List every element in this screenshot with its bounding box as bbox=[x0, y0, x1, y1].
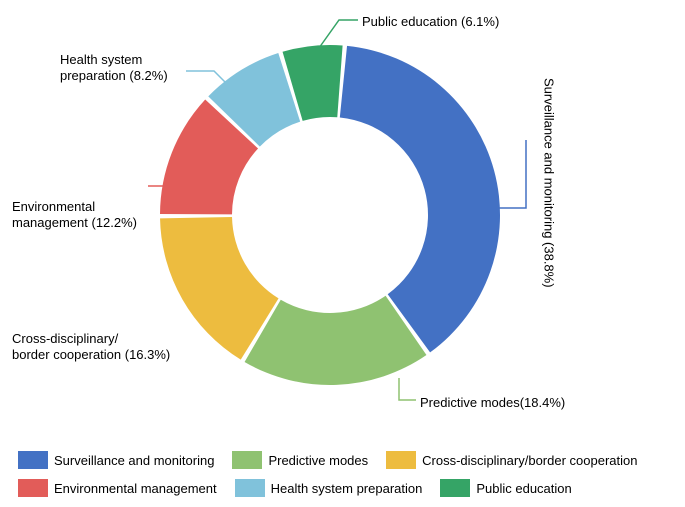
legend-swatch bbox=[440, 479, 470, 497]
legend-item: Environmental management bbox=[18, 479, 217, 497]
leader-publiceducation bbox=[319, 20, 358, 48]
label-predictive: Predictive modes(18.4%) bbox=[420, 395, 680, 411]
legend-swatch bbox=[232, 451, 262, 469]
legend-swatch bbox=[18, 451, 48, 469]
legend-label: Predictive modes bbox=[268, 453, 368, 468]
label-environmental: Environmental management (12.2%) bbox=[12, 199, 182, 232]
legend-swatch bbox=[235, 479, 265, 497]
legend-label: Health system preparation bbox=[271, 481, 423, 496]
legend-label: Cross-disciplinary/border cooperation bbox=[422, 453, 637, 468]
legend-item: Surveillance and monitoring bbox=[18, 451, 214, 469]
leader-predictive bbox=[399, 378, 416, 400]
legend-item: Public education bbox=[440, 479, 571, 497]
label-crossdisciplinary: Cross-disciplinary/ border cooperation (… bbox=[12, 331, 212, 364]
label-healthsystem: Health system preparation (8.2%) bbox=[60, 52, 230, 85]
legend-label: Surveillance and monitoring bbox=[54, 453, 214, 468]
legend-label: Environmental management bbox=[54, 481, 217, 496]
legend-swatch bbox=[18, 479, 48, 497]
slice-surveillance bbox=[340, 46, 500, 353]
legend-item: Health system preparation bbox=[235, 479, 423, 497]
leader-surveillance bbox=[499, 140, 526, 208]
legend-item: Predictive modes bbox=[232, 451, 368, 469]
legend: Surveillance and monitoring Predictive mo… bbox=[18, 451, 668, 497]
donut-chart: Surveillance and monitoring (38.8%) Predi… bbox=[0, 0, 685, 425]
label-publiceducation: Public education (6.1%) bbox=[362, 14, 582, 30]
legend-label: Public education bbox=[476, 481, 571, 496]
label-surveillance: Surveillance and monitoring (38.8%) bbox=[540, 78, 556, 288]
legend-swatch bbox=[386, 451, 416, 469]
legend-item: Cross-disciplinary/border cooperation bbox=[386, 451, 637, 469]
